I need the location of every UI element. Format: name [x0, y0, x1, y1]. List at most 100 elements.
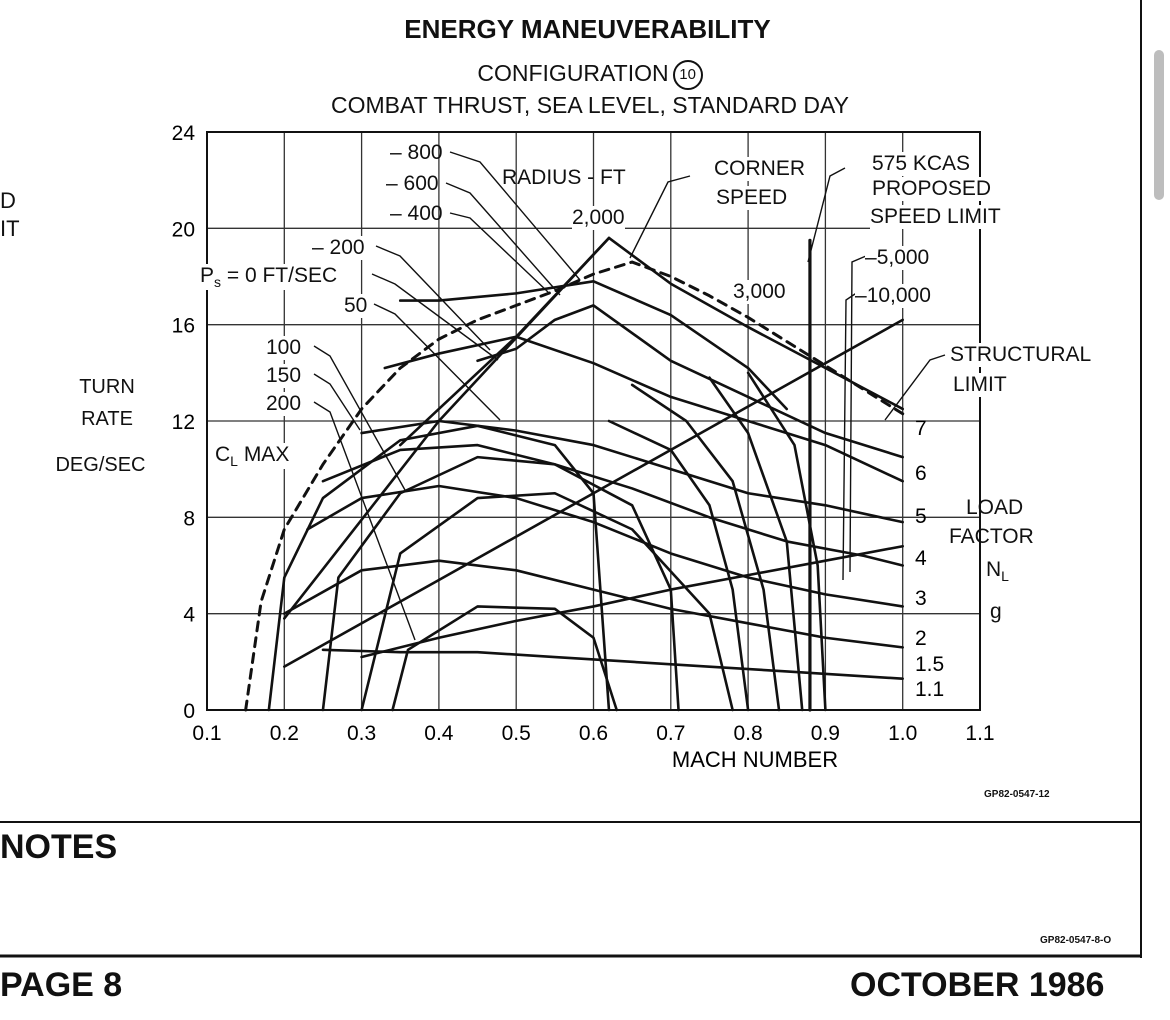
radius-label-10000: –10,000	[855, 284, 931, 308]
series-line	[321, 443, 905, 567]
edge-text-2: IT	[0, 216, 20, 241]
series-line	[360, 544, 905, 659]
structural-label-2: LIMIT	[953, 373, 1007, 397]
load-factor-label: 3	[915, 587, 927, 610]
kcas-label-2: PROPOSED	[872, 177, 992, 201]
series-line	[708, 376, 804, 712]
radius-label-400: – 400	[390, 202, 443, 225]
radius-title: RADIUS - FT	[502, 166, 626, 189]
page-code: GP82-0547-8-O	[1040, 935, 1112, 946]
leader-line	[884, 354, 946, 421]
figure-code: GP82-0547-12	[984, 789, 1050, 800]
leader-line	[313, 401, 416, 641]
ps-label-200-top: – 200	[312, 236, 365, 260]
page-number: PAGE 8	[0, 966, 123, 1004]
y-axis-label-unit: DEG/SEC	[55, 454, 146, 476]
x-tick-label: 0.7	[656, 722, 685, 745]
x-tick-label: 0.6	[579, 722, 608, 745]
x-tick-label: 0.3	[347, 722, 376, 745]
load-factor-label: 4	[915, 547, 927, 570]
load-factor-title-1: LOAD	[966, 496, 1024, 519]
series-line	[267, 424, 611, 712]
ps-zero-label: Ps = 0 FT/SEC	[200, 264, 338, 291]
leader-line	[445, 182, 561, 296]
y-tick-label: 8	[183, 507, 195, 530]
load-factor-title-2: FACTOR	[949, 525, 1034, 548]
series-line	[398, 280, 789, 411]
ps-label-150: 150	[266, 364, 302, 388]
leader-line	[842, 291, 859, 581]
vertical-scrollbar[interactable]	[1154, 50, 1164, 200]
chart-title: ENERGY MANEUVERABILITY	[404, 14, 771, 44]
y-tick-label: 20	[172, 218, 195, 241]
leader-line	[849, 255, 867, 573]
leader-line	[313, 373, 361, 431]
edge-text-1: D	[0, 188, 16, 213]
x-axis-label: MACH NUMBER	[672, 747, 838, 772]
leader-line	[449, 151, 581, 281]
series-line	[321, 455, 680, 712]
y-tick-label: 12	[172, 411, 195, 434]
leader-line	[449, 212, 549, 293]
load-factor-label: 7	[915, 417, 927, 440]
x-tick-label: 0.1	[192, 722, 221, 745]
radius-label-5000: –5,000	[865, 246, 930, 270]
load-factor-label: 2	[915, 627, 927, 650]
load-factor-label: 1.5	[915, 653, 944, 676]
kcas-label-3: SPEED LIMIT	[870, 205, 1001, 229]
cl-max-label: CL MAX	[215, 443, 290, 470]
corner-speed-label-2: SPEED	[716, 186, 788, 210]
series-line	[306, 484, 905, 608]
ps-label-200: 200	[266, 392, 302, 416]
radius-label-2000: 2,000	[572, 206, 625, 230]
leader-line	[313, 345, 406, 491]
radius-label-600: – 600	[386, 172, 439, 195]
notes-heading: NOTES	[0, 828, 118, 866]
y-tick-label: 16	[172, 315, 195, 338]
series-line	[630, 383, 781, 712]
series-line	[607, 419, 750, 712]
leader-line	[629, 175, 691, 259]
series-line	[282, 318, 905, 668]
series-line	[383, 335, 905, 483]
radius-label-800: – 800	[390, 141, 443, 164]
series-line	[282, 236, 611, 620]
conditions-label: COMBAT THRUST, SEA LEVEL, STANDARD DAY	[330, 92, 850, 118]
x-tick-label: 0.8	[733, 722, 762, 745]
series-line	[360, 419, 905, 524]
series-line	[391, 605, 618, 712]
leader-line	[807, 167, 846, 263]
x-tick-label: 1.0	[888, 722, 917, 745]
load-factor-label: 1.1	[915, 678, 944, 701]
radius-label-3000: 3,000	[733, 280, 786, 304]
page-date: OCTOBER 1986	[850, 966, 1105, 1004]
leader-line	[375, 245, 491, 351]
ps-label-100: 100	[266, 336, 302, 360]
chart-ticks: 0.1 0.2 0.3 0.4 0.5 0.6 0.7 0.8 0.9 1.0 1.1 0 4 8 12 16…	[172, 122, 995, 745]
x-tick-label: 0.4	[424, 722, 454, 745]
ps-label-50: 50	[344, 294, 368, 318]
series-line	[398, 236, 611, 447]
x-tick-label: 0.5	[502, 722, 531, 745]
y-tick-label: 0	[183, 700, 195, 723]
x-tick-label: 0.2	[270, 722, 299, 745]
series-line	[746, 371, 827, 712]
series-line	[360, 491, 734, 712]
x-tick-label: 1.1	[965, 722, 994, 745]
configuration-label: CONFIGURATION 10	[0, 60, 1170, 90]
load-factor-label: 5	[915, 505, 927, 528]
chart-series	[244, 151, 946, 712]
cl-max-boundary-line	[244, 260, 905, 712]
plot-frame	[206, 131, 981, 711]
configuration-number: 10	[672, 60, 703, 90]
structural-label-1: STRUCTURAL	[950, 343, 1092, 367]
series-line	[476, 304, 905, 459]
series-line	[321, 648, 905, 680]
kcas-label-1: 575 KCAS	[872, 152, 971, 176]
y-tick-label: 24	[172, 122, 196, 145]
load-factor-symbol: NL	[986, 558, 1009, 585]
configuration-text: CONFIGURATION	[477, 60, 669, 87]
y-tick-label: 4	[183, 604, 195, 627]
load-factor-label: 6	[915, 462, 927, 485]
